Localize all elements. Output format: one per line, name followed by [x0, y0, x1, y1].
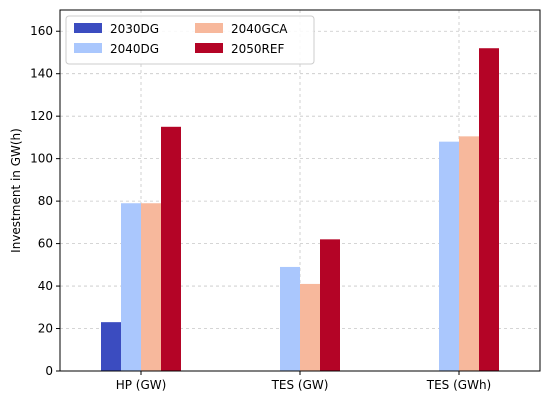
y-tick-label: 0 [45, 364, 53, 378]
legend-swatch-2040GCA [195, 23, 223, 33]
x-axis-ticks: HP (GW) TES (GW) TES (GWh) [116, 371, 491, 392]
legend-label-2040DG: 2040DG [110, 42, 159, 56]
legend-swatch-2040DG [74, 43, 102, 53]
legend-label-2040GCA: 2040GCA [231, 22, 288, 36]
legend-swatch-2050REF [195, 43, 223, 53]
bar-2040DG-0 [121, 203, 141, 371]
y-tick-label: 160 [30, 24, 53, 38]
bar-2040GCA-1 [300, 283, 320, 371]
bar-2040GCA-2 [459, 136, 479, 371]
bar-2040DG-1 [280, 266, 300, 371]
legend-label-2030DG: 2030DG [110, 22, 159, 36]
y-tick-label: 120 [30, 109, 53, 123]
bar-2050REF-2 [479, 48, 499, 371]
x-tick-label: TES (GWh) [426, 378, 491, 392]
legend-frame [65, 15, 315, 65]
legend: 2030DG 2040DG 2040GCA 2050REF [65, 15, 315, 65]
legend-label-2050REF: 2050REF [231, 42, 284, 56]
bar-2040DG-2 [439, 141, 459, 371]
y-tick-label: 140 [30, 67, 53, 81]
bar-2050REF-0 [161, 126, 181, 371]
y-tick-label: 20 [38, 322, 53, 336]
bars [101, 48, 499, 371]
legend-swatch-2030DG [74, 23, 102, 33]
x-tick-label: TES (GW) [271, 378, 329, 392]
y-tick-label: 100 [30, 152, 53, 166]
bar-2050REF-1 [320, 239, 340, 371]
y-axis-title: Investment in GW(h) [9, 128, 23, 253]
y-tick-label: 80 [38, 194, 53, 208]
y-tick-label: 60 [38, 237, 53, 251]
bar-2040GCA-0 [141, 203, 161, 371]
y-axis-ticks: 0 20 40 60 80 100 120 140 160 [30, 24, 60, 378]
bar-2030DG-0 [101, 322, 121, 371]
y-tick-label: 40 [38, 279, 53, 293]
x-tick-label: HP (GW) [116, 378, 167, 392]
